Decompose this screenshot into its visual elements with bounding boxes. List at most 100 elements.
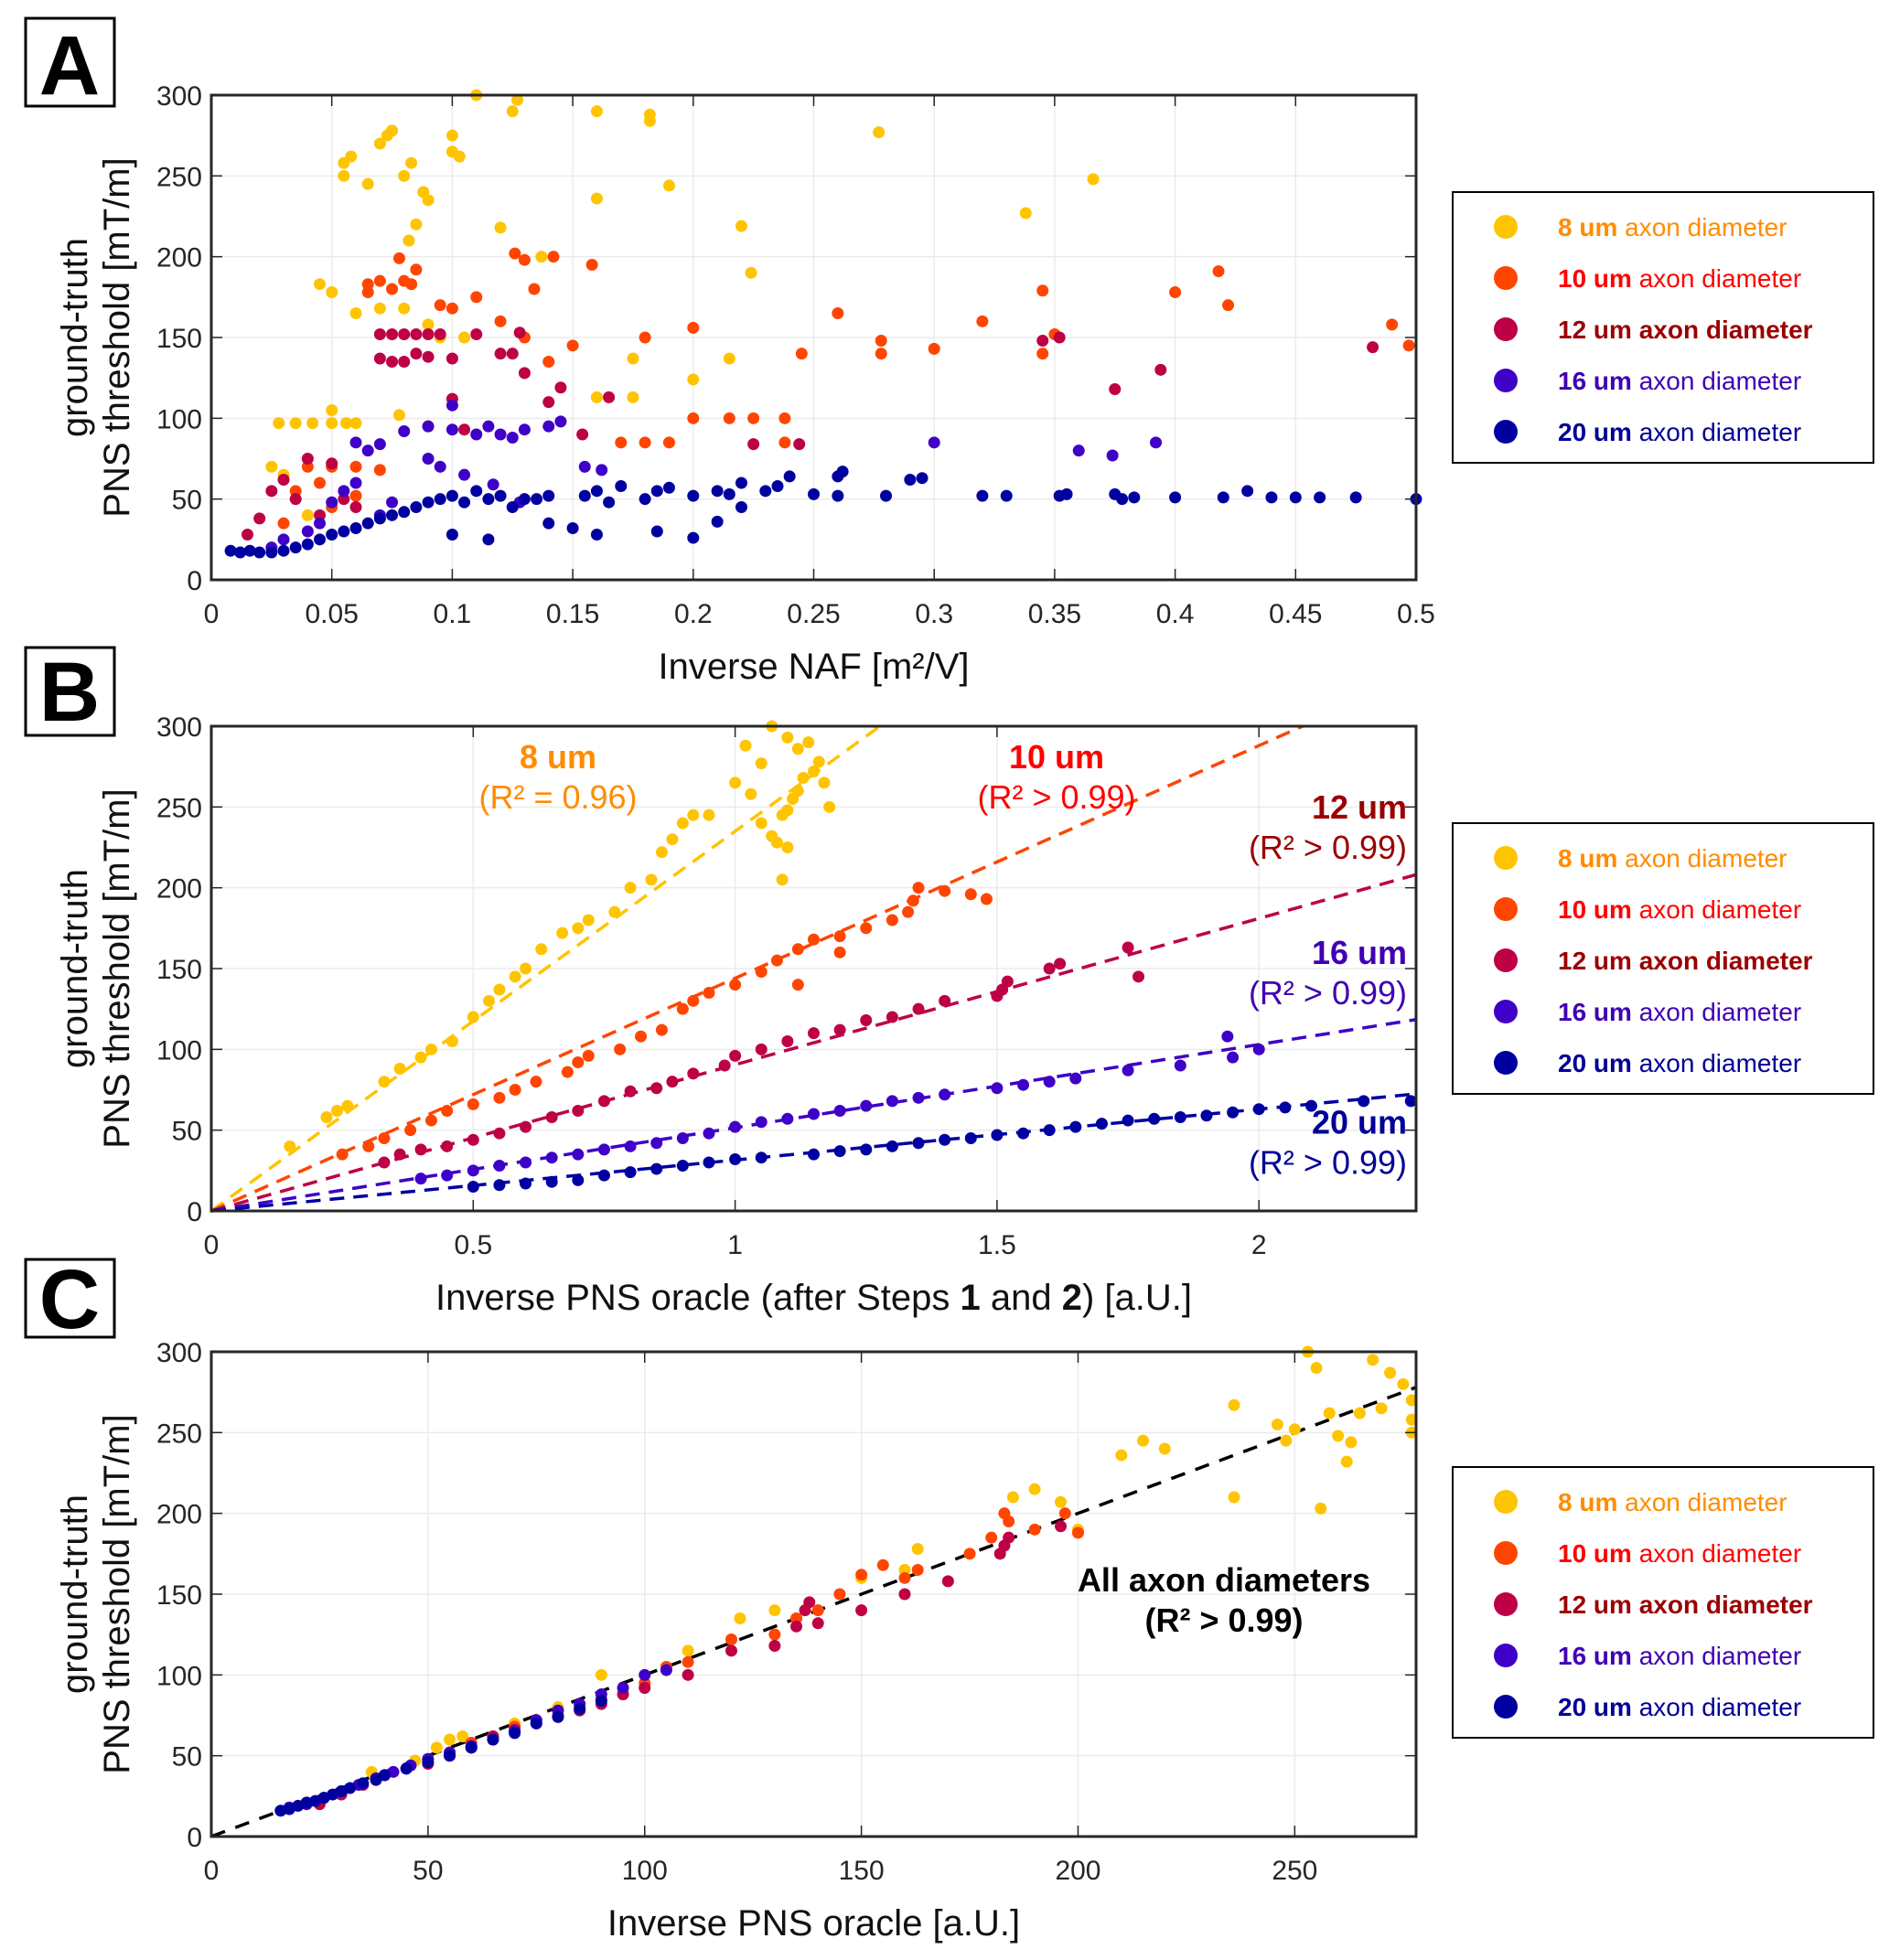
data-point — [682, 1644, 694, 1657]
data-point — [398, 506, 411, 519]
series-10um — [336, 882, 993, 1161]
data-point — [711, 485, 724, 498]
data-point — [542, 420, 555, 433]
x-axis-label-part: Inverse PNS oracle (after Steps — [435, 1278, 961, 1318]
data-point — [398, 356, 411, 368]
data-point — [729, 1152, 742, 1165]
data-point — [1332, 1430, 1345, 1442]
data-point — [1227, 1051, 1240, 1064]
data-point — [509, 1084, 521, 1096]
data-point — [725, 1644, 737, 1657]
data-point — [314, 517, 327, 530]
data-point — [639, 493, 651, 506]
legend-marker — [1494, 1490, 1518, 1514]
legend-label: 16 um axon diameter — [1558, 1642, 1801, 1670]
legend-label: 8 um axon diameter — [1558, 1488, 1787, 1516]
legend-label-size: 10 um — [1558, 1539, 1632, 1568]
y-tick-label: 200 — [156, 243, 202, 273]
legend-item-16um: 16 um axon diameter — [1494, 1642, 1801, 1670]
legend-item-8um: 8 um axon diameter — [1494, 213, 1787, 241]
data-point — [875, 348, 887, 360]
legend-label-rest: axon diameter — [1617, 844, 1787, 873]
data-point — [535, 943, 548, 956]
data-point — [470, 291, 483, 304]
data-point — [494, 428, 507, 441]
data-points — [224, 89, 1422, 559]
data-point — [1402, 339, 1415, 352]
data-point — [747, 412, 760, 424]
data-point — [833, 946, 846, 959]
data-point — [808, 1148, 820, 1161]
data-point — [729, 1049, 742, 1062]
data-point — [624, 882, 637, 894]
data-point — [470, 485, 483, 498]
data-point — [768, 1604, 781, 1617]
data-point — [747, 438, 760, 451]
data-point — [265, 485, 278, 498]
data-point — [585, 259, 598, 271]
data-point — [349, 489, 362, 502]
y-tick-label: 50 — [172, 486, 202, 516]
data-point — [1353, 1407, 1366, 1419]
data-point — [991, 1129, 1004, 1141]
data-point — [301, 453, 314, 465]
y-tick-label: 200 — [156, 1500, 202, 1530]
legend-marker — [1494, 369, 1518, 392]
data-point — [1122, 1064, 1134, 1076]
data-point — [1148, 1112, 1161, 1125]
data-point — [445, 302, 458, 315]
data-point — [645, 873, 658, 886]
data-point — [349, 460, 362, 473]
fit-annotation-r2: (R² > 0.99) — [1249, 829, 1407, 866]
data-point — [1217, 491, 1229, 504]
x-tick-label: 0 — [204, 599, 220, 629]
data-point — [422, 194, 435, 207]
data-point — [703, 1127, 715, 1140]
data-point — [687, 321, 700, 334]
data-point — [980, 893, 993, 905]
data-point — [687, 994, 700, 1007]
legend-label-size: 10 um — [1558, 895, 1632, 924]
data-point — [898, 1571, 911, 1584]
data-point — [855, 1604, 868, 1617]
data-point — [1001, 975, 1014, 988]
data-point — [1158, 1442, 1171, 1455]
data-point — [373, 464, 386, 477]
data-point — [410, 263, 423, 276]
panel-b: B 0 0.5 1 1.5 2 0 50 100 150 200 250 300 ground-trut… — [24, 646, 1874, 1318]
data-point — [330, 1104, 343, 1117]
data-point — [494, 221, 507, 234]
series-8um — [265, 89, 1100, 521]
legend-label-rest: axon diameter — [1632, 895, 1801, 924]
data-point — [687, 489, 700, 502]
data-point — [373, 438, 386, 451]
data-point — [1116, 493, 1129, 506]
data-point — [467, 1181, 479, 1193]
data-point — [434, 460, 446, 473]
data-point — [487, 1733, 499, 1746]
data-point — [771, 480, 784, 493]
data-point — [802, 736, 815, 749]
data-point — [660, 1664, 672, 1676]
legend-item-10um: 10 um axon diameter — [1494, 895, 1801, 924]
data-point — [964, 1132, 977, 1144]
data-point — [482, 533, 495, 546]
data-point — [494, 489, 507, 502]
data-point — [1087, 173, 1100, 186]
series-20um — [467, 1095, 1417, 1193]
data-point — [768, 1628, 781, 1641]
legend-item-8um: 8 um axon diameter — [1494, 1488, 1787, 1516]
legend-label-rest: axon diameter — [1632, 316, 1813, 344]
data-point — [650, 1162, 663, 1175]
data-point — [445, 489, 458, 502]
data-point — [596, 464, 608, 477]
data-point — [386, 124, 399, 137]
panel-letter-box-c — [24, 1258, 116, 1339]
data-point — [734, 1612, 746, 1624]
fit-line-12-um — [210, 873, 1417, 1213]
data-point — [1367, 1354, 1379, 1366]
data-point — [808, 765, 820, 777]
data-point — [520, 1120, 532, 1133]
